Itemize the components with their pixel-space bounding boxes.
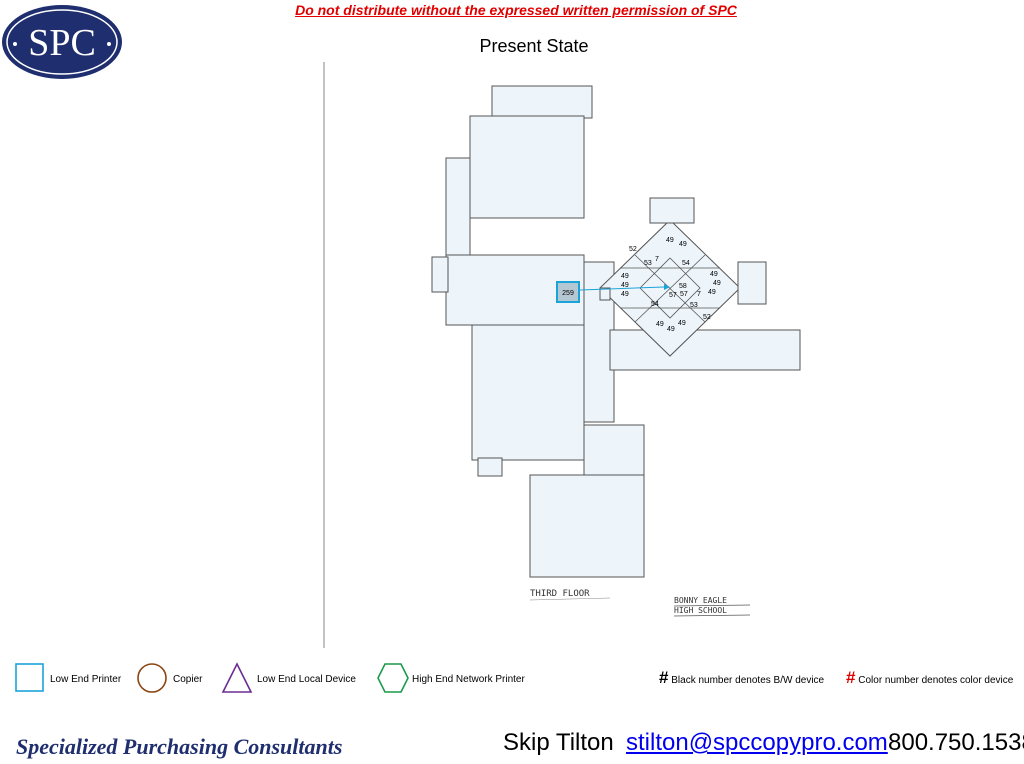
floor-plan: 52 49 49 53 7 54 49 49 49 49 49 58 57 57… — [323, 62, 801, 648]
room-number: 49 — [621, 291, 629, 298]
low-end-printer-marker: 259 — [556, 281, 580, 303]
room-number: 49 — [678, 320, 686, 327]
color-note-text: Color number denotes color device — [858, 675, 1014, 686]
school-label-line1: BONNY EAGLE — [674, 596, 727, 605]
logo-text: SPC — [28, 22, 96, 64]
school-label-line2: HIGH SCHOOL — [674, 606, 727, 615]
contact-name: Skip Tilton — [503, 729, 614, 756]
room-number: 53 — [690, 302, 698, 309]
room-number: 49 — [656, 321, 664, 328]
floor-label: THIRD FLOOR — [530, 589, 590, 599]
room-number: 7 — [655, 256, 659, 263]
copier-icon — [137, 663, 167, 693]
low-end-printer-icon — [15, 663, 44, 692]
legend-low-end-printer: Low End Printer — [50, 674, 122, 685]
bw-hash-symbol: # — [659, 668, 669, 687]
room-number: 49 — [713, 280, 721, 287]
room-number: 49 — [667, 326, 675, 333]
bw-note-text: Black number denotes B/W device — [671, 675, 825, 686]
room-number: 57 — [680, 291, 688, 298]
color-hash-symbol: # — [846, 668, 856, 687]
contact-email-link[interactable]: stilton@spccopypro.com — [626, 729, 888, 756]
room-number: 49 — [666, 237, 674, 244]
color-note: # Color number denotes color device — [846, 668, 1013, 688]
legend-high-end-network-printer: High End Network Printer — [412, 674, 525, 685]
device-pointer-arrow — [664, 284, 670, 290]
room-number: 49 — [710, 271, 718, 278]
device-label: 259 — [562, 290, 574, 297]
distribution-warning: Do not distribute without the expressed … — [295, 2, 737, 18]
room-number: 49 — [621, 282, 629, 289]
room-number: 54 — [682, 260, 690, 267]
legend-copier: Copier — [173, 674, 203, 685]
high-end-network-printer-icon — [377, 663, 409, 693]
room-number: 53 — [644, 260, 652, 267]
room-number: 58 — [679, 283, 687, 290]
page-title: Present State — [479, 36, 589, 56]
company-name: Specialized Purchasing Consultants — [16, 734, 343, 759]
room-number: 49 — [708, 289, 716, 296]
room-number: 49 — [621, 273, 629, 280]
room-number: 52 — [629, 246, 637, 253]
room-number: 7 — [697, 291, 701, 298]
room-number: 49 — [679, 241, 687, 248]
spc-logo: SPC — [2, 5, 122, 79]
room-number: 54 — [651, 301, 659, 308]
low-end-local-device-icon — [221, 662, 253, 693]
room-number: 52 — [703, 314, 711, 321]
bw-note: # Black number denotes B/W device — [659, 668, 824, 688]
contact-phone: 800.750.1538 — [888, 729, 1024, 756]
legend-low-end-local-device: Low End Local Device — [257, 674, 356, 685]
device-pointer-line — [579, 286, 665, 291]
room-number: 57 — [669, 292, 677, 299]
